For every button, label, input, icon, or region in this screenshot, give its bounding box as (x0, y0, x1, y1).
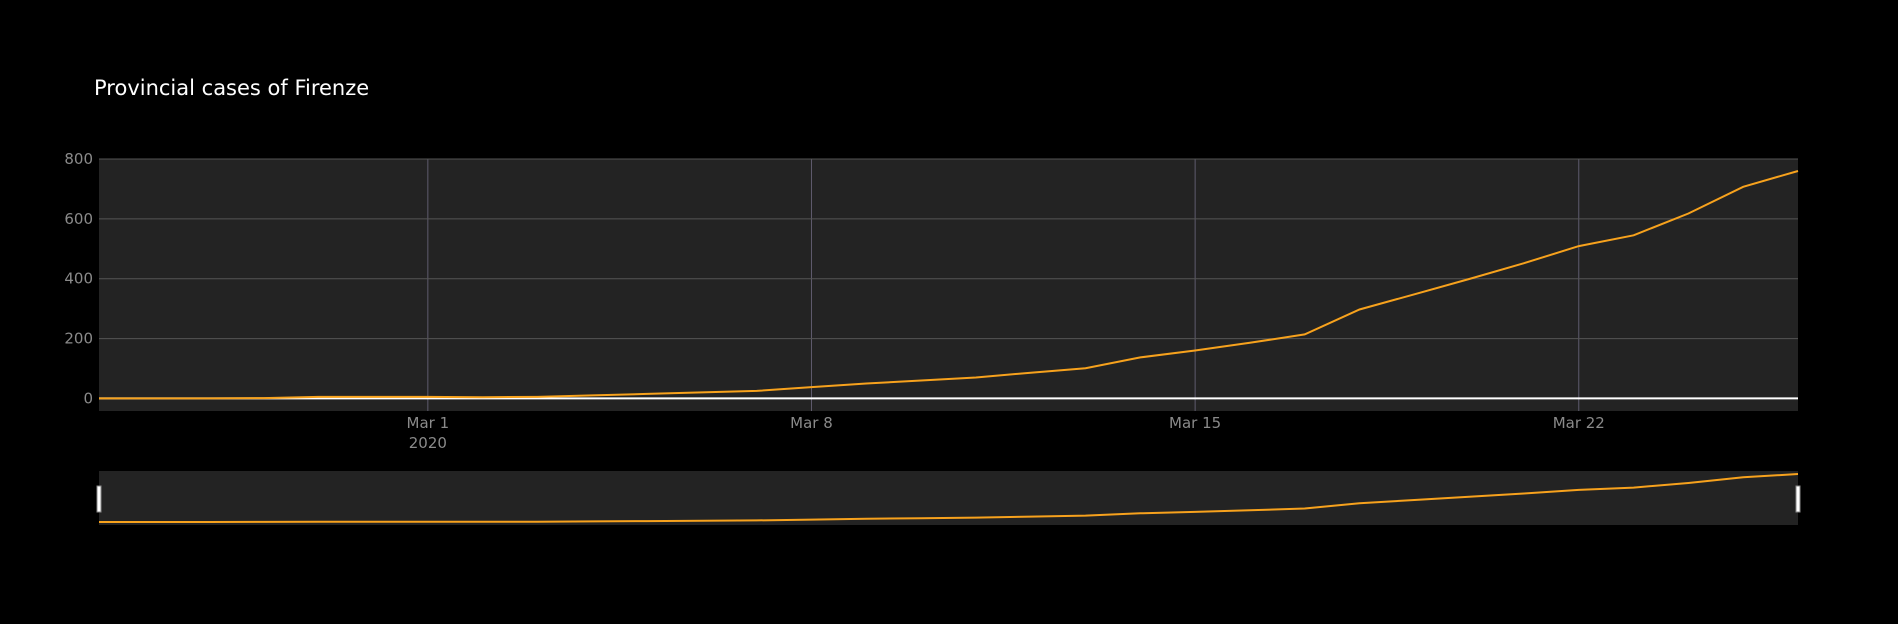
series-line (99, 170, 1799, 400)
x-tick-year: 2020 (409, 434, 447, 452)
y-tick-label: 600 (64, 210, 93, 228)
range-slider[interactable] (99, 471, 1798, 525)
y-tick-label: 0 (83, 389, 93, 407)
y-tick-label: 200 (64, 330, 93, 348)
slider-handle[interactable] (1795, 485, 1801, 513)
chart-title: Provincial cases of Firenze (94, 76, 369, 100)
plot-area (99, 159, 1798, 411)
y-tick-label: 400 (64, 270, 93, 288)
y-tick-label: 800 (64, 150, 93, 168)
x-tick-label: Mar 15 (1169, 414, 1221, 432)
x-tick-label: Mar 22 (1553, 414, 1605, 432)
x-tick-label: Mar 1 (407, 414, 450, 432)
slider-handle[interactable] (96, 485, 102, 513)
slider-line (99, 473, 1799, 523)
x-tick-label: Mar 8 (790, 414, 833, 432)
